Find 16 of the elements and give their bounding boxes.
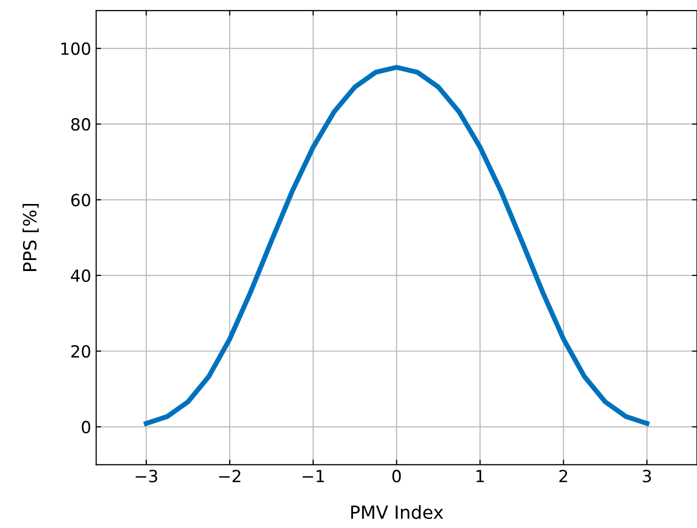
line-series [144, 64, 650, 426]
x-tick-label: −1 [302, 470, 324, 482]
x-axis-title: PMV Index [351, 505, 444, 520]
x-tick-label: −3 [136, 470, 158, 482]
y-tick-label: 100 [61, 42, 90, 55]
x-tick-label: 3 [642, 470, 651, 482]
x-tick-label: 2 [559, 470, 568, 482]
y-tick-label: 0 [82, 420, 90, 434]
y-tick-label: 20 [71, 345, 90, 358]
y-tick-label: 40 [70, 269, 90, 282]
y-axis-title: PPS [%] [22, 204, 39, 271]
x-tick-label: 0 [392, 470, 401, 482]
x-tick-label: −2 [219, 470, 240, 482]
y-tick-label: 80 [71, 118, 90, 131]
y-tick-label: 60 [71, 194, 90, 206]
x-tick-label: 1 [476, 470, 484, 482]
